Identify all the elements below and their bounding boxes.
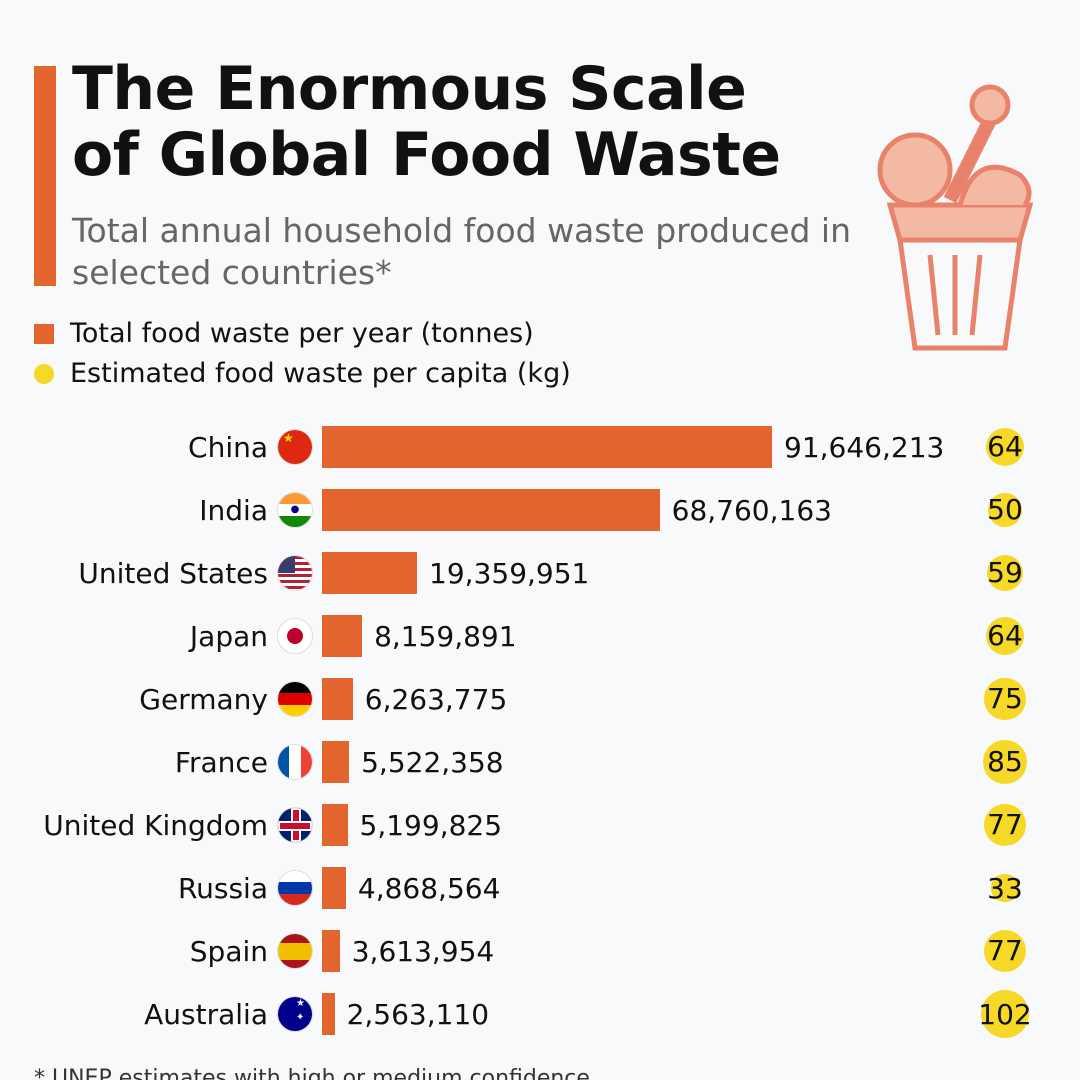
country-label: China <box>188 431 268 464</box>
per-capita-circle: 64 <box>985 427 1024 466</box>
flag-icon <box>277 681 313 717</box>
bar <box>322 615 363 657</box>
legend-label: Total food waste per year (tonnes) <box>70 318 534 349</box>
bar <box>322 552 418 594</box>
value-label: 8,159,891 <box>374 620 517 653</box>
per-capita-label: 64 <box>987 619 1023 653</box>
per-capita-circle: 33 <box>987 872 1023 905</box>
flag-icon <box>277 933 313 969</box>
per-capita-circle: 50 <box>987 493 1023 527</box>
country-label: Russia <box>177 872 268 905</box>
legend-capita: Estimated food waste per capita (kg) <box>34 358 571 389</box>
bar <box>322 741 350 783</box>
chart-row: Japan 8,159,891 64 <box>0 606 1080 666</box>
country-label: Spain <box>189 935 268 968</box>
food-bin-icon <box>877 84 1034 351</box>
value-label: 2,563,110 <box>346 998 490 1031</box>
per-capita-label: 77 <box>987 808 1023 842</box>
bar <box>322 678 353 720</box>
legend-total: Total food waste per year (tonnes) <box>34 318 534 349</box>
value-label: 19,359,951 <box>429 557 590 590</box>
per-capita-circle: 59 <box>986 554 1024 592</box>
per-capita-label: 50 <box>987 493 1023 527</box>
flag-icon <box>277 870 313 906</box>
flag-icon <box>277 807 313 843</box>
flag-icon <box>277 618 313 654</box>
country-label: India <box>199 494 268 527</box>
chart-row: France 5,522,358 85 <box>0 732 1080 792</box>
legend-label: Estimated food waste per capita (kg) <box>70 358 571 389</box>
per-capita-label: 59 <box>987 556 1023 590</box>
footnote: * UNEP estimates with high or medium con… <box>34 1066 590 1080</box>
value-label: 91,646,213 <box>784 431 945 464</box>
per-capita-label: 102 <box>978 997 1032 1031</box>
bar <box>322 489 660 531</box>
per-capita-circle: 64 <box>985 616 1024 655</box>
country-label: France <box>174 746 268 779</box>
country-label: Australia <box>144 998 268 1031</box>
title: The Enormous Scale of Global Food Waste <box>72 54 781 190</box>
bar <box>322 804 348 846</box>
chart-row: India ● 68,760,163 50 <box>0 480 1080 540</box>
chart-row: Australia ★ ✦ 2,563,110 102 <box>0 984 1080 1044</box>
flag-icon <box>277 744 313 780</box>
country-label: United States <box>78 557 268 590</box>
per-capita-label: 64 <box>987 430 1023 464</box>
per-capita-label: 85 <box>987 745 1023 779</box>
chart-row: Germany 6,263,775 75 <box>0 669 1080 729</box>
value-label: 4,868,564 <box>357 872 501 905</box>
country-label: Germany <box>139 683 268 716</box>
bar <box>322 993 335 1035</box>
country-label: Japan <box>189 620 268 653</box>
value-label: 5,522,358 <box>361 746 504 779</box>
value-label: 6,263,775 <box>364 683 508 716</box>
legend-swatch-dot <box>34 363 54 384</box>
per-capita-label: 33 <box>987 871 1023 905</box>
bar <box>322 867 346 909</box>
per-capita-circle: 77 <box>984 804 1026 846</box>
flag-icon: ● <box>277 492 313 528</box>
per-capita-circle: 75 <box>984 678 1026 720</box>
flag-icon: ★ <box>277 429 313 465</box>
value-label: 68,760,163 <box>671 494 832 527</box>
chart-row: Russia 4,868,564 33 <box>0 858 1080 918</box>
chart-row: China ★ 91,646,213 64 <box>0 417 1080 477</box>
per-capita-label: 75 <box>987 682 1023 716</box>
flag-icon: ★ ✦ <box>277 996 313 1032</box>
per-capita-label: 77 <box>987 934 1023 968</box>
per-capita-circle: 102 <box>978 990 1032 1038</box>
bar <box>322 930 340 972</box>
per-capita-circle: 85 <box>983 740 1027 784</box>
per-capita-circle: 77 <box>984 930 1026 972</box>
legend-swatch-bar <box>34 323 54 344</box>
value-label: 3,613,954 <box>351 935 495 968</box>
accent-bar <box>34 66 56 286</box>
country-label: United Kingdom <box>43 809 268 842</box>
chart-row: Spain 3,613,954 77 <box>0 921 1080 981</box>
bar <box>322 426 772 468</box>
flag-icon <box>277 555 313 591</box>
chart-row: United States 19,359,951 59 <box>0 543 1080 603</box>
subtitle: Total annual household food waste produc… <box>72 211 852 292</box>
chart-row: United Kingdom 5,199,825 77 <box>0 795 1080 855</box>
value-label: 5,199,825 <box>359 809 503 842</box>
